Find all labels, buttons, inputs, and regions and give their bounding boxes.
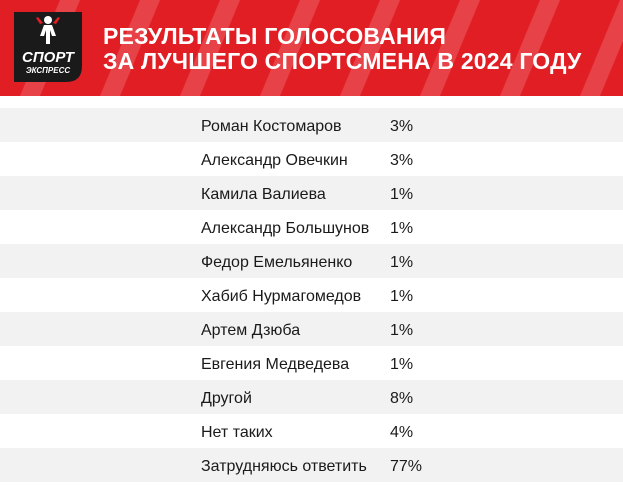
title-line-1: РЕЗУЛЬТАТЫ ГОЛОСОВАНИЯ <box>103 23 447 49</box>
table-row: Артем Дзюба 1% <box>0 312 623 346</box>
row-name: Артем Дзюба <box>201 322 301 339</box>
results-table: Роман Костомаров 3% Александр Овечкин 3% Кам… <box>0 108 623 482</box>
row-percent: 3% <box>390 152 414 169</box>
logo-text-bottom: ЭКСПРЕСС <box>26 66 71 75</box>
row-percent: 3% <box>390 118 414 135</box>
header-banner: СПОРТ ЭКСПРЕСС РЕЗУЛЬТАТЫ ГОЛОСОВАНИЯ ЗА… <box>0 0 623 96</box>
row-percent: 8% <box>390 390 414 407</box>
table-row: Другой 8% <box>0 380 623 414</box>
table-row: Затрудняюсь ответить 77% <box>0 448 623 482</box>
row-name: Роман Костомаров <box>201 118 342 135</box>
row-percent: 1% <box>390 356 414 373</box>
table-row: Александр Большунов 1% <box>0 210 623 244</box>
row-percent: 77% <box>390 458 423 475</box>
diagonal-stripes-decoration <box>20 0 623 96</box>
row-percent: 1% <box>390 322 414 339</box>
row-name: Евгения Медведева <box>201 356 350 373</box>
row-name: Хабиб Нурмагомедов <box>201 288 362 305</box>
figure-icon <box>36 16 60 44</box>
sport-express-logo: СПОРТ ЭКСПРЕСС <box>14 12 82 82</box>
table-row: Нет таких 4% <box>0 414 623 448</box>
title-line-2: ЗА ЛУЧШЕГО СПОРТСМЕНА В 2024 ГОДУ <box>103 48 582 74</box>
table-row: Евгения Медведева 1% <box>0 346 623 380</box>
table-row: Федор Емельяненко 1% <box>0 244 623 278</box>
row-name: Другой <box>201 390 252 407</box>
row-name: Камила Валиева <box>201 186 326 203</box>
row-percent: 1% <box>390 220 414 237</box>
row-percent: 1% <box>390 288 414 305</box>
row-name: Александр Большунов <box>201 220 370 237</box>
page-title: РЕЗУЛЬТАТЫ ГОЛОСОВАНИЯ ЗА ЛУЧШЕГО СПОРТС… <box>103 24 581 74</box>
row-percent: 1% <box>390 186 414 203</box>
row-name: Затрудняюсь ответить <box>201 458 367 475</box>
row-name: Федор Емельяненко <box>201 254 353 271</box>
table-row: Роман Костомаров 3% <box>0 108 623 142</box>
table-row: Хабиб Нурмагомедов 1% <box>0 278 623 312</box>
row-name: Александр Овечкин <box>201 152 348 169</box>
table-row: Камила Валиева 1% <box>0 176 623 210</box>
table-row: Александр Овечкин 3% <box>0 142 623 176</box>
row-percent: 1% <box>390 254 414 271</box>
row-name: Нет таких <box>201 424 273 441</box>
logo-text-top: СПОРТ <box>22 49 76 66</box>
row-percent: 4% <box>390 424 414 441</box>
